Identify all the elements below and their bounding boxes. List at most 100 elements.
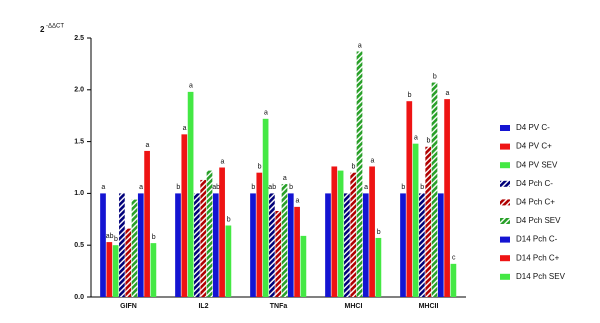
legend-label: D4 PV C-	[516, 123, 550, 132]
legend-swatch	[500, 255, 510, 262]
legend-label: D4 Pch SEV	[516, 216, 561, 225]
bar	[400, 193, 406, 297]
bar	[119, 193, 125, 297]
significance-letter: b	[289, 184, 293, 191]
significance-letter: b	[401, 184, 405, 191]
bar	[100, 193, 106, 297]
y-tick-label: 1.0	[74, 190, 84, 197]
legend-label: D14 Pch C+	[516, 253, 560, 262]
bar	[437, 193, 444, 297]
significance-letter: ab	[106, 233, 114, 240]
significance-letter: b	[114, 236, 118, 243]
significance-letter: c	[452, 255, 456, 262]
bar	[362, 193, 369, 297]
bar	[375, 237, 382, 297]
bar	[187, 91, 194, 297]
bar	[194, 193, 200, 297]
y-tick-label: 0.5	[74, 242, 84, 249]
significance-letter: a	[145, 142, 149, 149]
significance-letter: a	[101, 184, 105, 191]
x-tick-label: MHCII	[419, 303, 439, 310]
legend-label: D4 PV SEV	[516, 160, 558, 169]
bar	[106, 242, 113, 297]
legend-swatch	[500, 143, 510, 150]
x-tick-label: IL2	[198, 303, 208, 310]
significance-letter: b	[227, 216, 231, 223]
bar	[262, 118, 269, 297]
legend-label: D4 PV C+	[516, 142, 552, 151]
legend-label: D4 Pch C+	[516, 198, 555, 207]
bar	[294, 206, 300, 297]
bar	[431, 82, 438, 297]
significance-letter: b	[420, 184, 424, 191]
bar	[219, 167, 225, 297]
legend-swatch	[500, 125, 510, 131]
bar	[181, 134, 188, 297]
significance-letter: ab	[212, 184, 220, 191]
bar	[250, 193, 256, 297]
bar	[350, 172, 357, 297]
y-tick-label: 1.5	[74, 138, 84, 145]
bar	[137, 193, 144, 297]
bar	[212, 193, 219, 297]
significance-letter: b	[152, 234, 156, 241]
bar	[369, 166, 375, 297]
legend-swatch	[500, 236, 510, 243]
significance-letter: a	[283, 175, 287, 182]
significance-letter: b	[176, 184, 180, 191]
legend-swatch	[500, 273, 510, 280]
legend-swatch	[500, 162, 510, 169]
bar	[275, 211, 282, 297]
significance-letter: b	[251, 184, 255, 191]
bar	[200, 179, 207, 297]
significance-letter: a	[295, 198, 299, 205]
x-tick-label: GIFN	[120, 303, 137, 310]
bar	[112, 245, 119, 297]
legend-swatch	[500, 199, 510, 206]
bar	[444, 99, 450, 298]
bar	[406, 101, 413, 297]
bar	[281, 184, 288, 297]
significance-letter: b	[408, 92, 412, 99]
significance-letter: b	[377, 229, 381, 236]
bar	[300, 235, 307, 297]
significance-letter: b	[427, 138, 431, 145]
significance-letter: a	[364, 184, 368, 191]
bar	[125, 228, 132, 297]
significance-letter: a	[414, 135, 418, 142]
bar	[419, 193, 425, 297]
legend-swatch	[500, 180, 510, 187]
significance-letter: a	[445, 90, 449, 97]
bar	[175, 193, 181, 297]
bar	[325, 193, 331, 297]
x-tick-label: MHCI	[345, 303, 363, 310]
significance-letter: a	[358, 42, 362, 49]
bar	[131, 199, 138, 297]
significance-letter: a	[264, 110, 268, 117]
significance-letter: a	[189, 83, 193, 90]
legend-label: D14 Pch SEV	[516, 272, 566, 281]
significance-letter: a	[370, 157, 374, 164]
bar	[356, 51, 363, 297]
bar	[412, 143, 419, 297]
bar	[225, 225, 232, 297]
y-tick-label: 2.0	[74, 87, 84, 94]
legend-label: D14 Pch C-	[516, 235, 558, 244]
bar	[331, 166, 338, 297]
y-axis-label: 2	[40, 25, 45, 34]
legend-swatch	[500, 218, 510, 224]
y-axis-label-exponent: -ΔΔCT	[46, 24, 64, 30]
y-tick-label: 2.5	[74, 35, 84, 42]
significance-letter: a	[183, 125, 187, 132]
bar	[425, 146, 432, 297]
bar	[269, 193, 275, 297]
significance-letter: b	[433, 73, 437, 80]
bar	[144, 150, 150, 297]
significance-letter: a	[139, 184, 143, 191]
bar	[337, 170, 344, 297]
significance-letter: b	[352, 164, 356, 171]
significance-letter: ab	[268, 184, 276, 191]
bar	[344, 193, 350, 297]
